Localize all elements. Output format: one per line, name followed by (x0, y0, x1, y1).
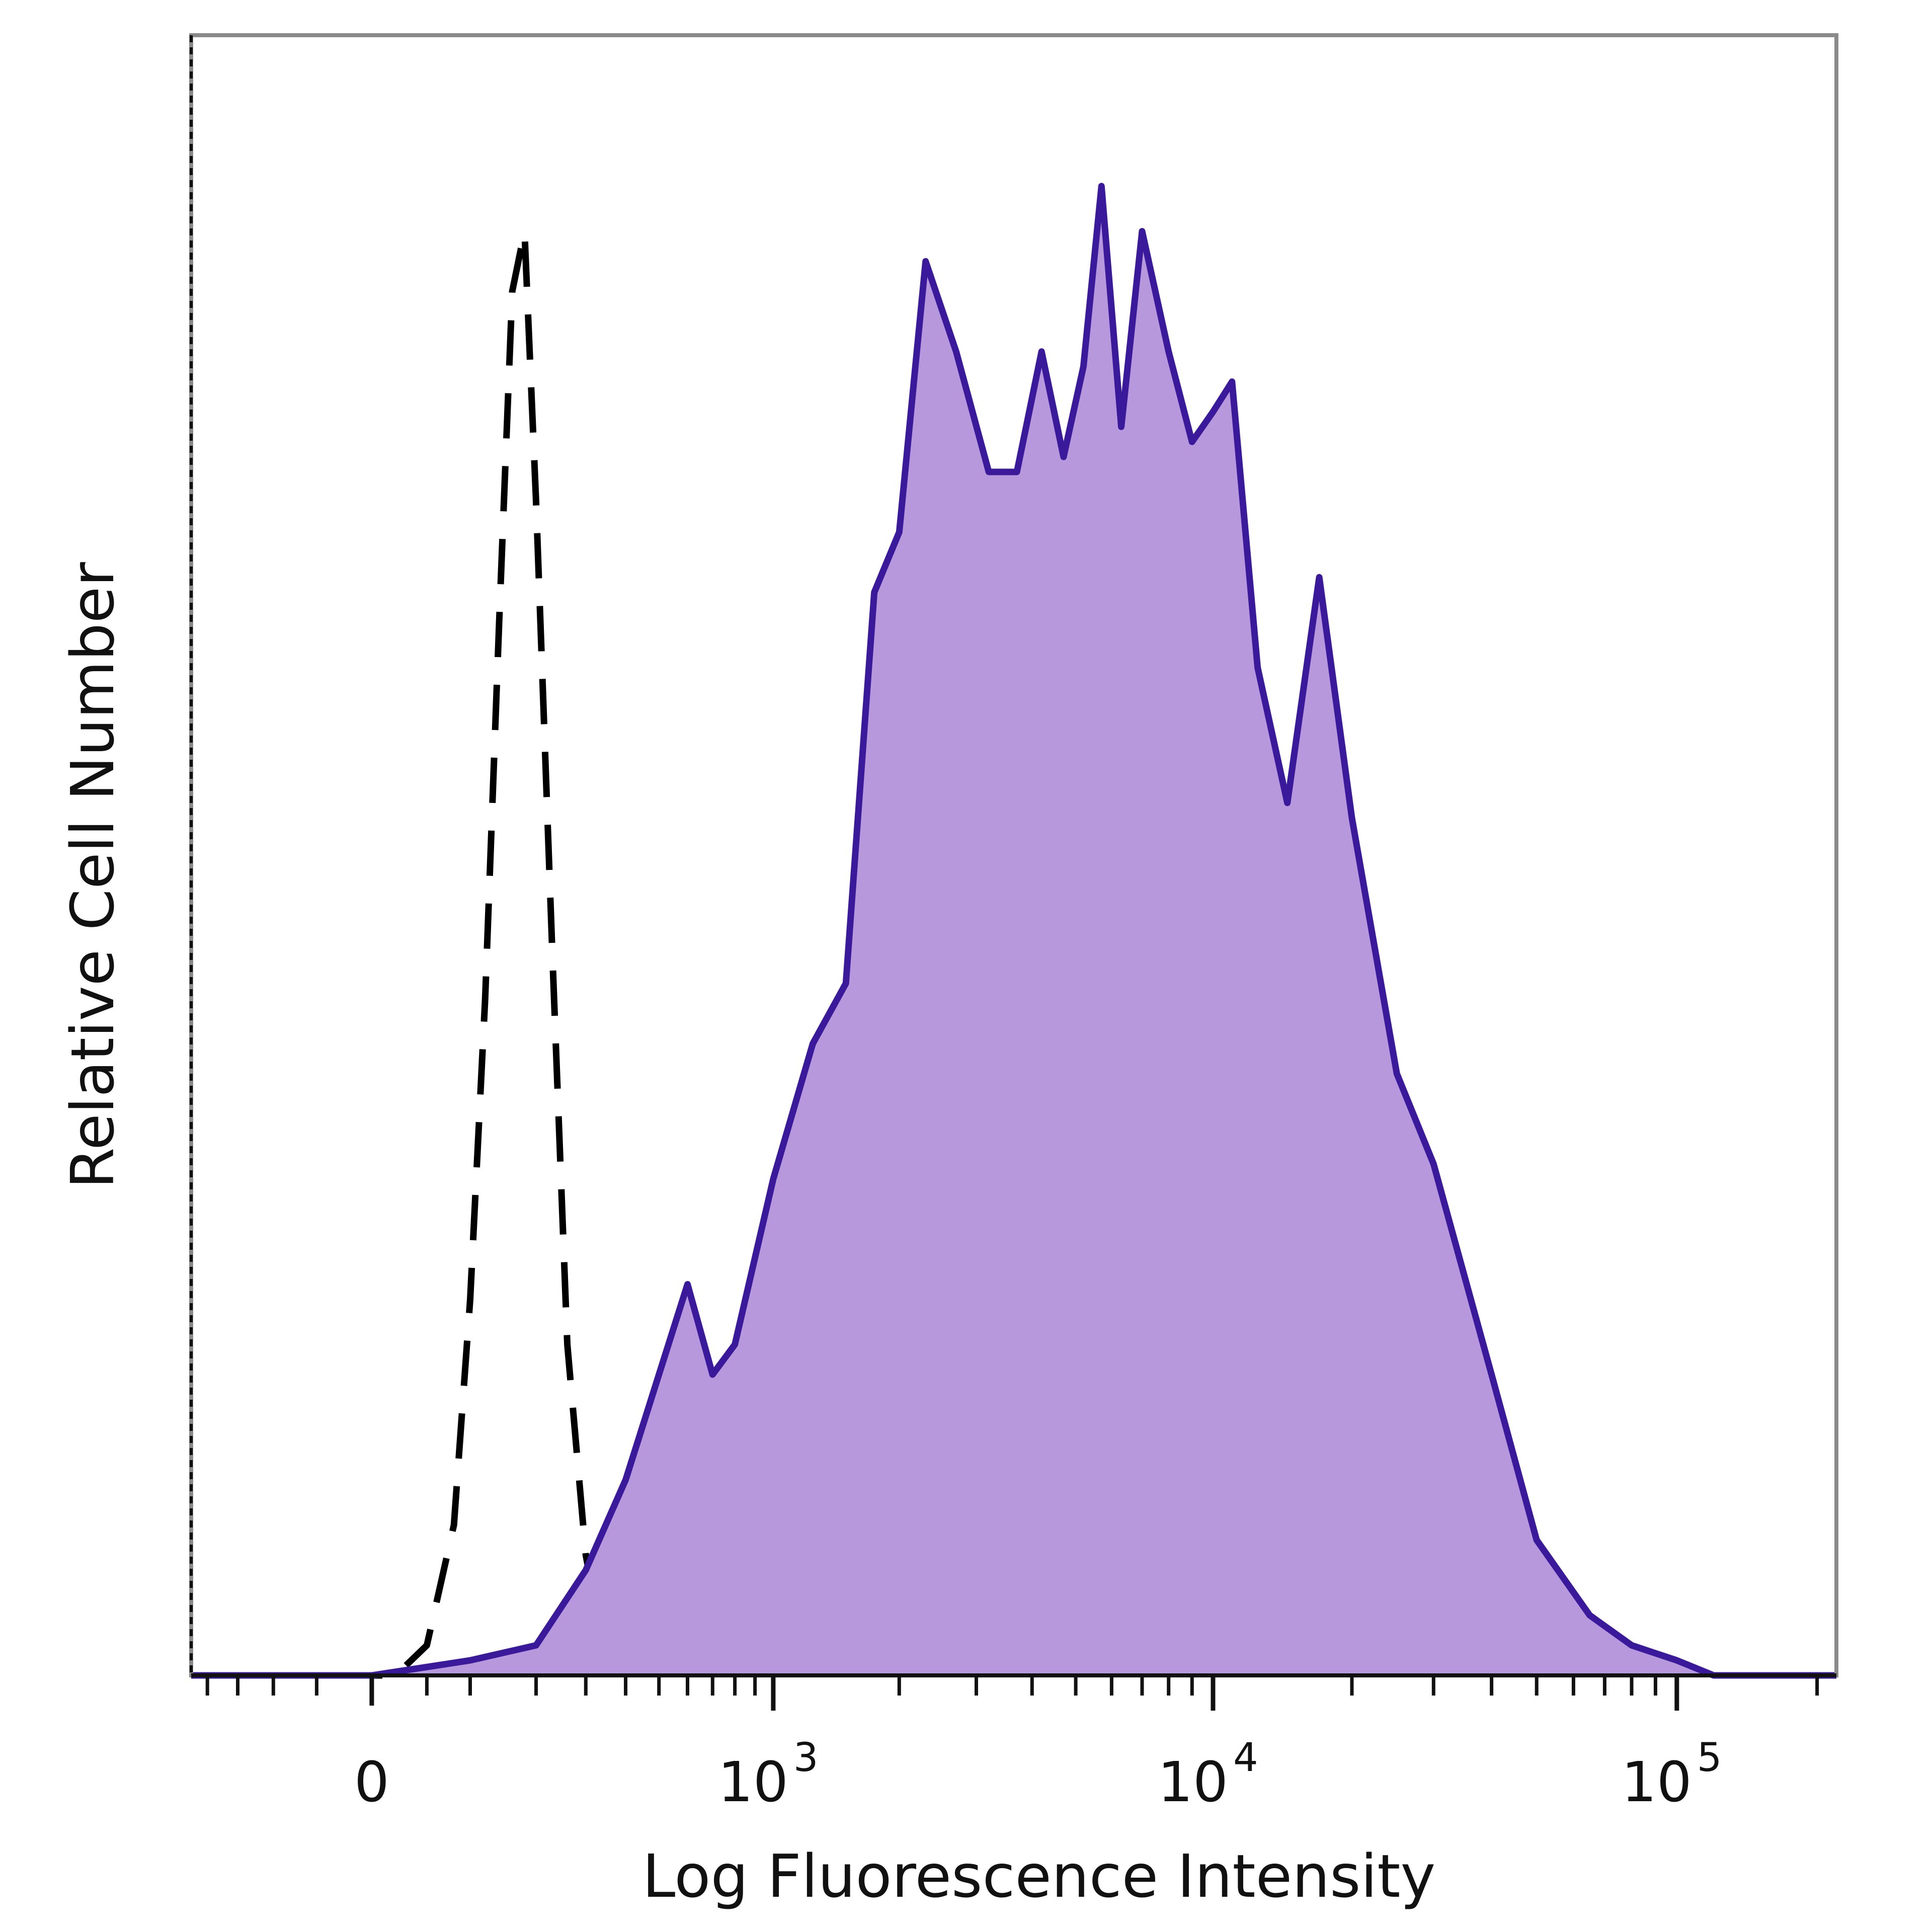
x-tick-label: 10 (1622, 1750, 1692, 1814)
x-tick-label-exponent: 3 (793, 1735, 819, 1781)
series-stained-line (191, 183, 1836, 1679)
x-axis-title: Log Fluorescence Intensity (642, 1841, 1436, 1911)
x-tick-label-exponent: 5 (1697, 1735, 1722, 1781)
series-stained-fill (191, 186, 1836, 1676)
y-axis-title: Relative Cell Number (58, 562, 127, 1189)
plot-area (191, 183, 1836, 1679)
x-tick-label: 10 (1158, 1750, 1228, 1814)
x-axis-tick-labels: 0 10 3 10 4 10 5 (354, 1735, 1722, 1814)
x-axis-ticks (205, 1675, 1819, 1711)
x-tick-label: 0 (354, 1750, 389, 1814)
x-tick-label: 10 (718, 1750, 788, 1814)
x-tick-label-exponent: 4 (1233, 1735, 1258, 1781)
